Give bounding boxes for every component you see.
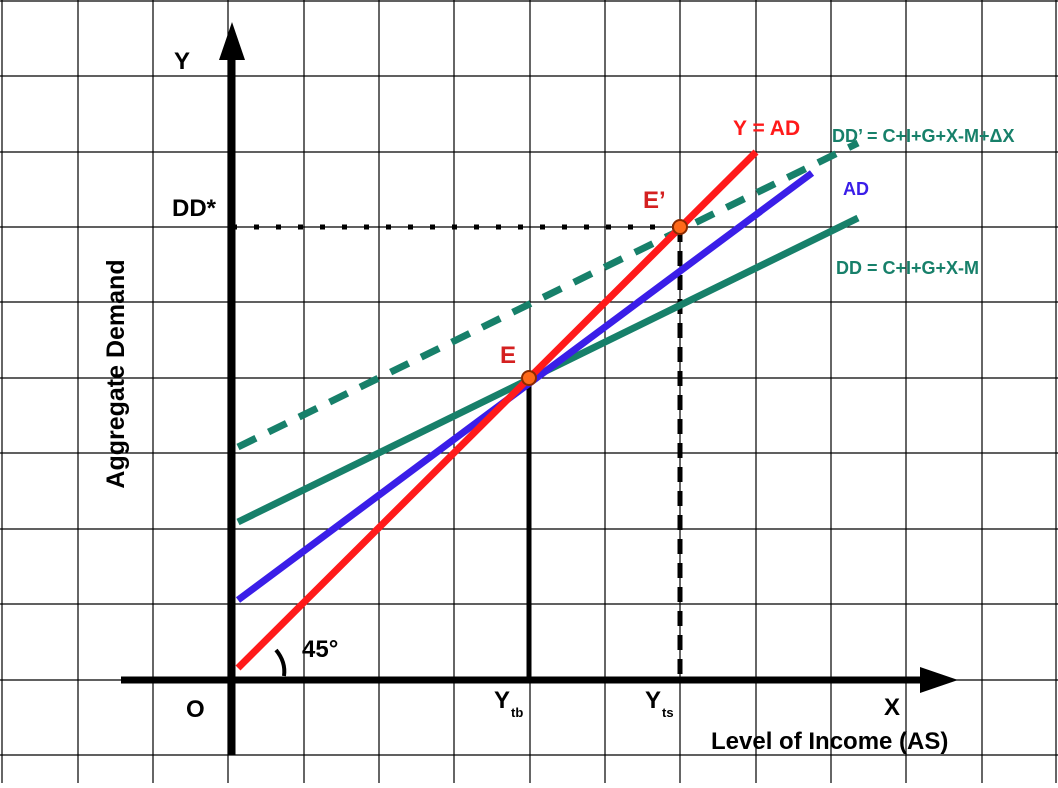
dd-star-label: DD* — [172, 195, 217, 222]
point-e-marker — [521, 370, 537, 386]
dd-prime-line — [236, 139, 860, 451]
y-tb-label: Ytb — [494, 687, 523, 720]
point-e-prime-marker — [672, 219, 688, 235]
y-axis-title: Aggregate Demand — [102, 259, 130, 488]
x-axis-title: Level of Income (AS) — [711, 728, 948, 755]
y-axis-letter: Y — [174, 48, 190, 75]
y-axis-arrowhead — [219, 22, 245, 60]
y-equals-ad-label: Y = AD — [733, 117, 800, 140]
angle-label: 45° — [302, 636, 338, 663]
y-ts-label: Yts — [645, 687, 674, 720]
point-e-prime-label: E’ — [643, 187, 666, 214]
ad-label: AD — [843, 179, 869, 199]
angle-arc — [274, 648, 287, 677]
origin-label: O — [186, 696, 205, 723]
y-equals-ad-line — [235, 149, 759, 671]
dd-prime-label: DD’ = C+I+G+X-M+ΔX — [832, 126, 1015, 146]
x-axis-letter: X — [884, 694, 900, 721]
x-axis-arrowhead — [920, 667, 958, 693]
dd-label: DD = C+I+G+X-M — [836, 258, 979, 278]
point-e-label: E — [500, 342, 516, 369]
